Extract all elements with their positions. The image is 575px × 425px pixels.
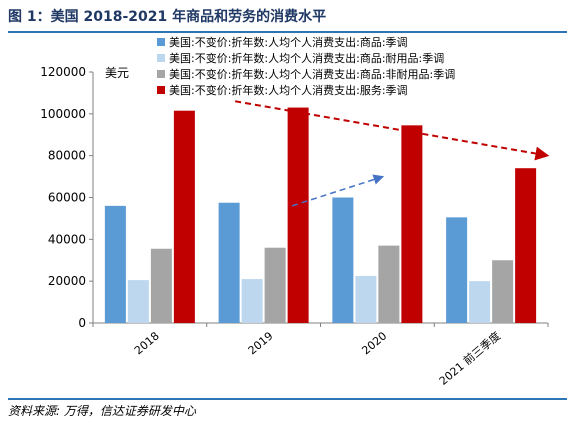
y-tick-label: 120000 bbox=[40, 65, 86, 79]
x-category-label: 2019 bbox=[246, 329, 276, 357]
trend-arrow-red bbox=[235, 100, 550, 161]
trend-arrow-blue bbox=[291, 174, 385, 207]
bar-s3-3 bbox=[492, 260, 514, 323]
figure-title: 图 1：美国 2018-2021 年商品和劳务的消费水平 bbox=[8, 9, 327, 25]
bar-s2-0 bbox=[127, 280, 149, 323]
chart-legend: 美国:不变价:折年数:人均个人消费支出:商品:季调美国:不变价:折年数:人均个人… bbox=[157, 35, 455, 97]
chart-annotations bbox=[235, 100, 550, 207]
bar-s4-0 bbox=[173, 110, 195, 323]
legend-item: 美国:不变价:折年数:人均个人消费支出:商品:非耐用品:季调 bbox=[157, 67, 455, 81]
title-rule bbox=[8, 31, 567, 33]
chart-bars bbox=[104, 107, 537, 324]
legend-label: 美国:不变价:折年数:人均个人消费支出:商品:耐用品:季调 bbox=[169, 51, 444, 65]
bar-s4-2 bbox=[401, 125, 423, 324]
y-tick-label: 0 bbox=[78, 316, 86, 330]
bar-s2-3 bbox=[469, 281, 491, 323]
legend-label: 美国:不变价:折年数:人均个人消费支出:商品:季调 bbox=[169, 35, 408, 49]
bar-s1-3 bbox=[446, 217, 468, 323]
y-tick-label: 60000 bbox=[48, 191, 86, 205]
bar-s4-3 bbox=[515, 168, 537, 323]
legend-item: 美国:不变价:折年数:人均个人消费支出:服务:季调 bbox=[157, 83, 408, 97]
legend-item: 美国:不变价:折年数:人均个人消费支出:商品:季调 bbox=[157, 35, 408, 49]
bar-s2-1 bbox=[241, 279, 263, 323]
bar-s1-1 bbox=[218, 202, 240, 323]
y-tick-label: 20000 bbox=[48, 274, 86, 288]
y-tick-label: 80000 bbox=[48, 149, 86, 163]
x-category-label: 2020 bbox=[359, 329, 389, 357]
consumption-bar-chart: 0 20000 40000 60000 80000 100000 120000 2018 201… bbox=[40, 35, 550, 388]
bar-s1-0 bbox=[104, 205, 126, 323]
bar-s3-1 bbox=[264, 247, 286, 323]
legend-swatch bbox=[157, 86, 165, 94]
y-axis-label: 美元 bbox=[105, 66, 129, 80]
source-rule bbox=[8, 398, 567, 400]
legend-swatch bbox=[157, 38, 165, 46]
bar-s1-2 bbox=[332, 197, 354, 323]
y-tick-label: 100000 bbox=[40, 107, 86, 121]
legend-swatch bbox=[157, 54, 165, 62]
legend-swatch bbox=[157, 70, 165, 78]
source-note: 资料来源: 万得，信达证券研发中心 bbox=[8, 404, 196, 418]
bar-s3-0 bbox=[150, 248, 172, 323]
bar-s4-1 bbox=[287, 107, 309, 323]
legend-label: 美国:不变价:折年数:人均个人消费支出:商品:非耐用品:季调 bbox=[169, 67, 455, 81]
bar-s3-2 bbox=[378, 245, 400, 323]
x-category-label: 2021 前三季度 bbox=[436, 329, 503, 388]
y-tick-label: 40000 bbox=[48, 232, 86, 246]
legend-label: 美国:不变价:折年数:人均个人消费支出:服务:季调 bbox=[169, 83, 408, 97]
bar-s2-2 bbox=[355, 275, 377, 323]
legend-item: 美国:不变价:折年数:人均个人消费支出:商品:耐用品:季调 bbox=[157, 51, 444, 65]
x-category-label: 2018 bbox=[132, 329, 162, 357]
